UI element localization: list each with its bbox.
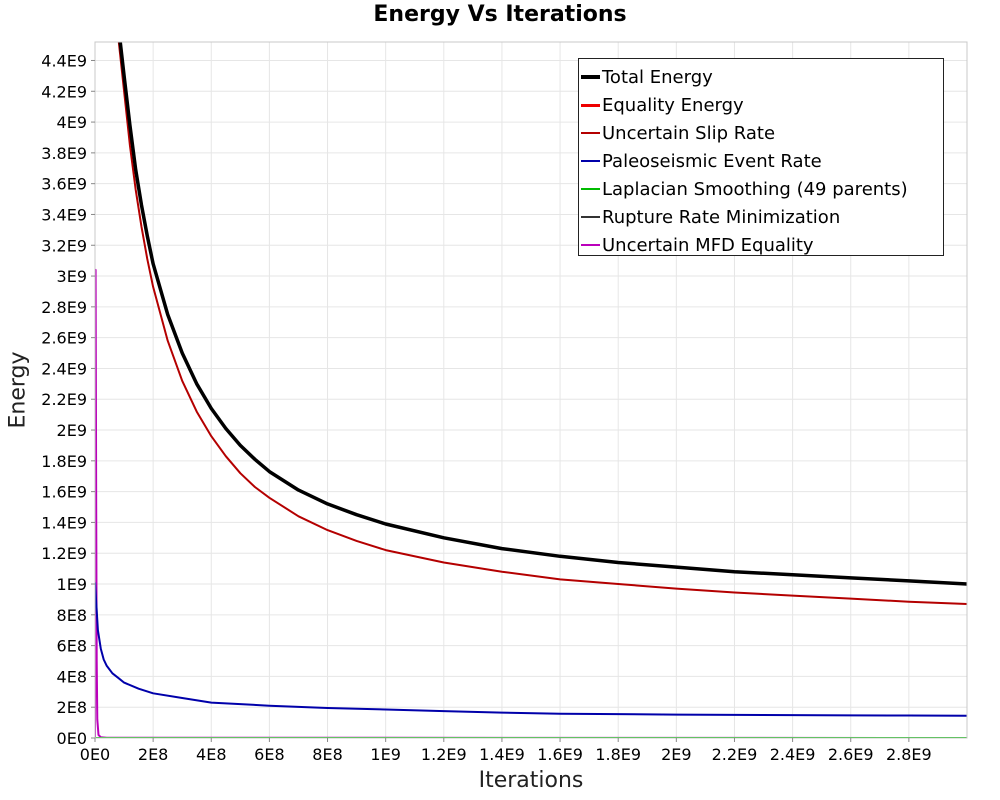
legend-swatch	[581, 244, 600, 246]
legend-item-total-energy: Total Energy	[579, 63, 943, 91]
x-tick-label: 2.2E9	[712, 745, 758, 764]
y-tick-label: 2.6E9	[41, 329, 87, 348]
legend-swatch	[581, 103, 600, 107]
legend-swatch	[581, 188, 600, 190]
y-tick-label: 1.6E9	[41, 483, 87, 502]
y-tick-label: 4E9	[57, 113, 87, 132]
legend-item-uncertain-slip-rate: Uncertain Slip Rate	[579, 119, 943, 147]
plot-frame	[94, 41, 968, 739]
axes: 0E0 2E8 4E8 6E8 8E8 1E9 1.2E9 1.4E9 1.6E9 1.8E9 2E…	[41, 51, 931, 764]
legend-item-uncertain-mfd-equality: Uncertain MFD Equality	[579, 231, 943, 259]
x-tick-label: 1E9	[370, 745, 400, 764]
legend: Total Energy Equality Energy Uncertain Sli…	[578, 58, 944, 256]
legend-swatch	[581, 132, 600, 134]
y-tick-label: 2.4E9	[41, 359, 87, 378]
y-tick-label: 1.2E9	[41, 544, 87, 563]
legend-label: Uncertain Slip Rate	[602, 122, 776, 144]
x-tick-label: 4E8	[196, 745, 226, 764]
series-line-paleoseismic-event-rate	[95, 582, 967, 717]
chart-title: Energy Vs Iterations	[373, 2, 627, 27]
x-tick-label: 2.6E9	[828, 745, 874, 764]
y-tick-label: 8E8	[57, 606, 87, 625]
legend-swatch	[581, 75, 600, 79]
legend-item-laplacian-smoothing-49-parents: Laplacian Smoothing (49 parents)	[579, 175, 943, 203]
legend-label: Uncertain MFD Equality	[602, 234, 814, 256]
legend-label: Equality Energy	[602, 94, 744, 116]
y-tick-label: 2E8	[57, 698, 87, 717]
legend-swatch	[581, 160, 600, 162]
y-tick-label: 3.4E9	[41, 205, 87, 224]
x-tick-label: 2E8	[138, 745, 168, 764]
x-tick-label: 6E8	[254, 745, 284, 764]
series-line-total-energy	[118, 42, 967, 586]
y-tick-label: 3E9	[57, 267, 87, 286]
y-tick-label: 4.4E9	[41, 51, 87, 70]
x-tick-label: 1.2E9	[421, 745, 467, 764]
x-axis-label: Iterations	[478, 768, 584, 793]
legend-label: Rupture Rate Minimization	[602, 206, 841, 228]
y-tick-label: 2.8E9	[41, 298, 87, 317]
legend-swatch	[581, 216, 600, 218]
y-tick-label: 4E8	[57, 667, 87, 686]
x-tick-label: 1.6E9	[537, 745, 583, 764]
y-tick-label: 3.8E9	[41, 144, 87, 163]
legend-label: Paleoseismic Event Rate	[602, 150, 822, 172]
y-axis-label: Energy	[5, 351, 31, 429]
y-tick-label: 3.2E9	[41, 236, 87, 255]
legend-label: Total Energy	[602, 66, 713, 88]
series-lines	[95, 42, 967, 738]
legend-item-equality-energy: Equality Energy	[579, 91, 943, 119]
legend-item-paleoseismic-event-rate: Paleoseismic Event Rate	[579, 147, 943, 175]
x-tick-label: 2.8E9	[886, 745, 932, 764]
y-tick-label: 4.2E9	[41, 82, 87, 101]
x-tick-label: 8E8	[312, 745, 342, 764]
y-tick-label: 1.8E9	[41, 452, 87, 471]
series-line-uncertain-slip-rate	[117, 42, 967, 605]
x-tick-label: 2E9	[661, 745, 691, 764]
legend-label: Laplacian Smoothing (49 parents)	[602, 178, 908, 200]
x-tick-label: 2.4E9	[770, 745, 816, 764]
y-tick-label: 1.4E9	[41, 513, 87, 532]
y-tick-label: 6E8	[57, 637, 87, 656]
y-tick-label: 2E9	[57, 421, 87, 440]
y-tick-label: 1E9	[57, 575, 87, 594]
x-tick-label: 1.8E9	[595, 745, 641, 764]
y-tick-label: 0E0	[57, 729, 87, 748]
y-tick-label: 2.2E9	[41, 390, 87, 409]
y-tick-label: 3.6E9	[41, 175, 87, 194]
series-line-uncertain-mfd-equality	[95, 268, 967, 738]
x-tick-label: 0E0	[80, 745, 110, 764]
x-tick-label: 1.4E9	[479, 745, 525, 764]
legend-item-rupture-rate-minimization: Rupture Rate Minimization	[579, 203, 943, 231]
